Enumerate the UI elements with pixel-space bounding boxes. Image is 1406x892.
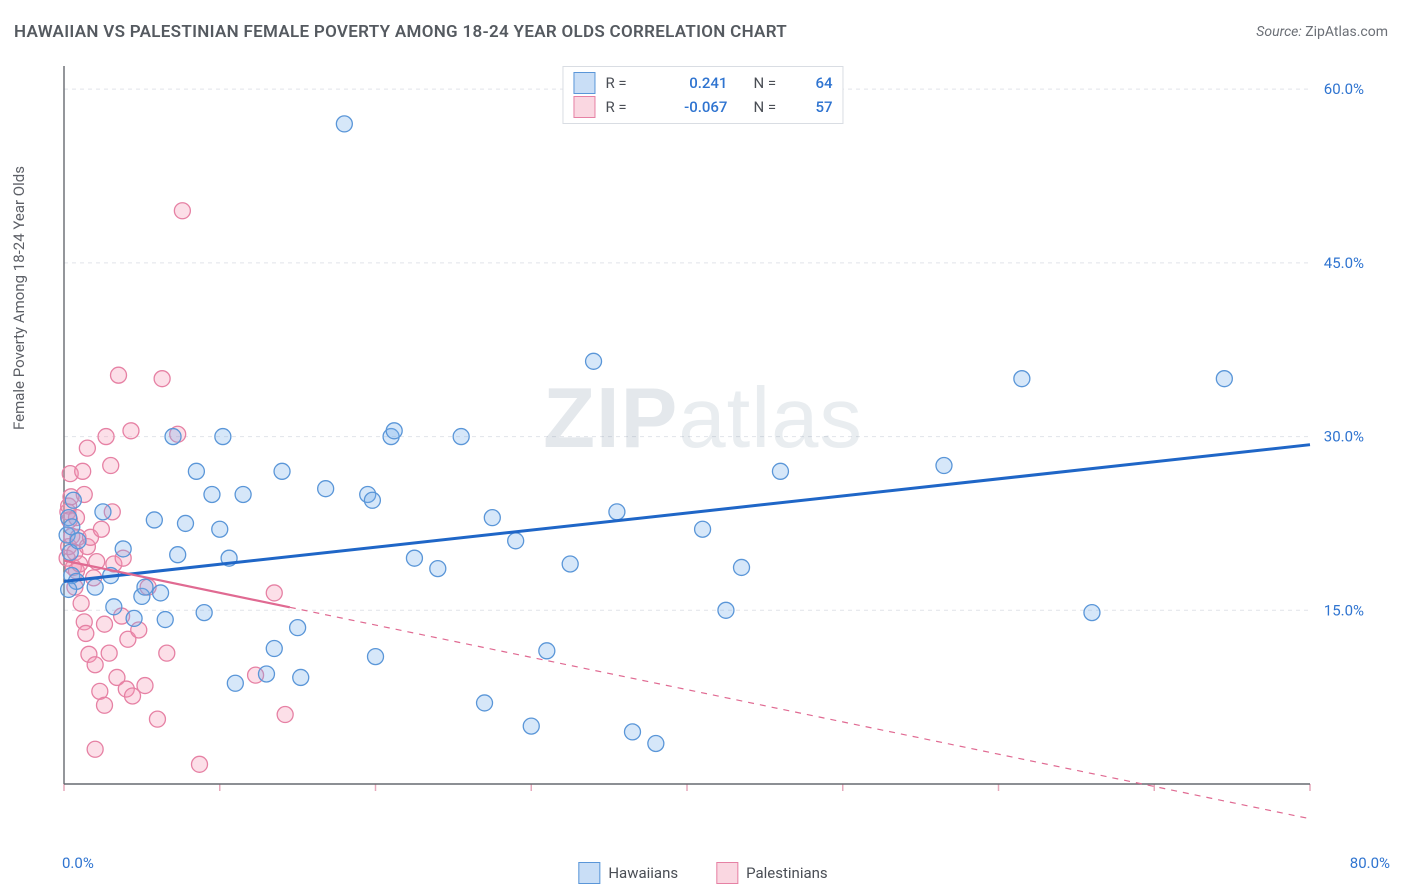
swatch-hawaiians-icon (573, 72, 595, 94)
swatch-palestinians-icon (573, 96, 595, 118)
legend-row-hawaiians: R = 0.241 N = 64 (573, 71, 832, 95)
legend-label-palestinians: Palestinians (746, 864, 828, 882)
x-axis-min-label: 0.0% (62, 854, 94, 872)
r-value-palestinians: -0.067 (667, 98, 727, 116)
x-axis-max-label: 80.0% (1350, 854, 1390, 872)
r-label: R = (605, 98, 657, 116)
n-label: N = (753, 74, 805, 92)
n-value-palestinians: 57 (815, 98, 832, 116)
n-value-hawaiians: 64 (815, 74, 832, 92)
swatch-palestinians-icon (716, 862, 738, 884)
y-axis-label: Female Poverty Among 18-24 Year Olds (10, 166, 28, 430)
r-value-hawaiians: 0.241 (667, 74, 727, 92)
correlation-legend: R = 0.241 N = 64 R = -0.067 N = 57 (562, 66, 843, 124)
svg-text:45.0%: 45.0% (1324, 254, 1364, 272)
n-label: N = (753, 98, 805, 116)
legend-row-palestinians: R = -0.067 N = 57 (573, 95, 832, 119)
r-label: R = (605, 74, 657, 92)
scatter-plot: 15.0% 30.0% 45.0% 60.0% (58, 62, 1388, 832)
series-legend: Hawaiians Palestinians (578, 862, 827, 884)
chart-title: HAWAIIAN VS PALESTINIAN FEMALE POVERTY A… (14, 22, 787, 42)
legend-item-palestinians: Palestinians (716, 862, 828, 884)
swatch-hawaiians-icon (578, 862, 600, 884)
source-label: Source: (1256, 24, 1301, 40)
source-attribution: Source: ZipAtlas.com (1256, 24, 1388, 40)
svg-text:15.0%: 15.0% (1324, 601, 1364, 619)
legend-item-hawaiians: Hawaiians (578, 862, 678, 884)
svg-text:30.0%: 30.0% (1324, 428, 1364, 446)
source-value: ZipAtlas.com (1305, 24, 1388, 40)
legend-label-hawaiians: Hawaiians (608, 864, 678, 882)
svg-text:60.0%: 60.0% (1324, 80, 1364, 98)
